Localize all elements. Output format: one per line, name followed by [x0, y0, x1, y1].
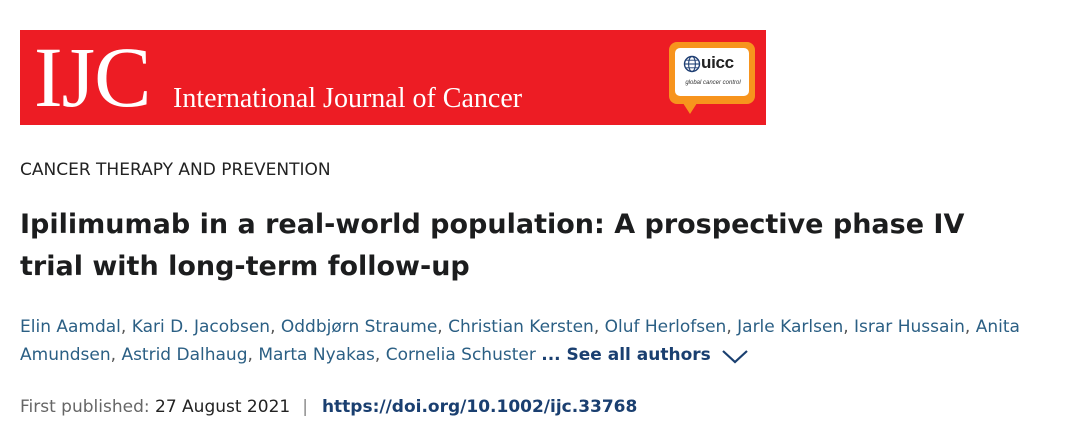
- globe-icon: [683, 55, 701, 73]
- author-name[interactable]: Christian Kersten: [448, 317, 594, 337]
- author-name[interactable]: Oddbjørn Straume: [280, 317, 438, 337]
- journal-logo: IJC: [34, 30, 151, 125]
- chevron-down-icon: [722, 350, 748, 364]
- publication-info: First published: 27 August 2021 | https://…: [20, 394, 637, 420]
- ellipsis: ...: [541, 345, 561, 365]
- uicc-tagline: global cancer control: [685, 80, 741, 86]
- author-name[interactable]: Jarle Karlsen: [737, 317, 844, 337]
- see-all-authors-link[interactable]: ... See all authors: [541, 345, 749, 365]
- author-name[interactable]: Marta Nyakas: [258, 345, 375, 365]
- author-name[interactable]: Cornelia Schuster: [385, 345, 536, 365]
- journal-name: International Journal of Cancer: [173, 83, 523, 114]
- uicc-logo-panel: uicc global cancer control: [675, 48, 749, 96]
- author-name[interactable]: Anita Amundsen: [20, 317, 1020, 365]
- author-name[interactable]: Israr Hussain: [854, 317, 965, 337]
- author-name[interactable]: Oluf Herlofsen: [604, 317, 727, 337]
- separator: |: [302, 397, 308, 417]
- see-all-authors-label: See all authors: [566, 345, 711, 365]
- journal-banner[interactable]: IJC International Journal of Cancer uicc…: [20, 30, 766, 125]
- speech-bubble-tail: [681, 100, 699, 114]
- article-category: CANCER THERAPY AND PREVENTION: [20, 160, 331, 180]
- author-name[interactable]: Elin Aamdal: [20, 317, 121, 337]
- author-list: Elin Aamdal, Kari D. Jacobsen, Oddbjørn …: [20, 317, 1020, 365]
- article-title: Ipilimumab in a real-world population: A…: [20, 209, 965, 282]
- uicc-wordmark: uicc: [701, 53, 734, 72]
- first-published-label: First published:: [20, 397, 150, 417]
- author-name[interactable]: Kari D. Jacobsen: [131, 317, 271, 337]
- uicc-logo[interactable]: uicc global cancer control: [669, 42, 755, 114]
- first-published-date: 27 August 2021: [155, 397, 291, 417]
- author-name[interactable]: Astrid Dalhaug: [121, 345, 248, 365]
- doi-link[interactable]: https://doi.org/10.1002/ijc.33768: [321, 397, 638, 417]
